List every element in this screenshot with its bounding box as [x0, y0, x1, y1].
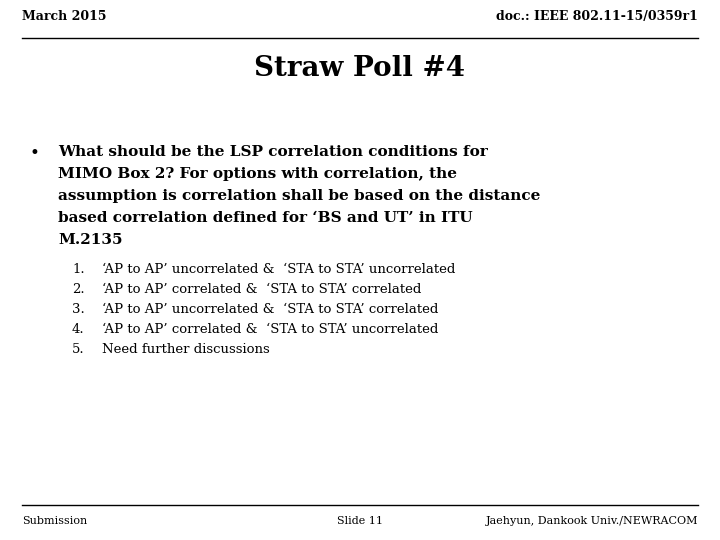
Text: •: • — [30, 145, 40, 162]
Text: based correlation defined for ‘BS and UT’ in ITU: based correlation defined for ‘BS and UT… — [58, 211, 472, 225]
Text: 3.: 3. — [72, 303, 85, 316]
Text: Submission: Submission — [22, 516, 87, 526]
Text: 2.: 2. — [72, 283, 85, 296]
Text: Straw Poll #4: Straw Poll #4 — [254, 55, 466, 82]
Text: ‘AP to AP’ uncorrelated &  ‘STA to STA’ uncorrelated: ‘AP to AP’ uncorrelated & ‘STA to STA’ u… — [102, 263, 455, 276]
Text: MIMO Box 2? For options with correlation, the: MIMO Box 2? For options with correlation… — [58, 167, 457, 181]
Text: What should be the LSP correlation conditions for: What should be the LSP correlation condi… — [58, 145, 487, 159]
Text: Slide 11: Slide 11 — [337, 516, 383, 526]
Text: 4.: 4. — [72, 323, 85, 336]
Text: ‘AP to AP’ correlated &  ‘STA to STA’ uncorrelated: ‘AP to AP’ correlated & ‘STA to STA’ unc… — [102, 323, 438, 336]
Text: 5.: 5. — [72, 343, 85, 356]
Text: Need further discussions: Need further discussions — [102, 343, 270, 356]
Text: assumption is correlation shall be based on the distance: assumption is correlation shall be based… — [58, 189, 541, 203]
Text: M.2135: M.2135 — [58, 233, 122, 247]
Text: ‘AP to AP’ uncorrelated &  ‘STA to STA’ correlated: ‘AP to AP’ uncorrelated & ‘STA to STA’ c… — [102, 303, 438, 316]
Text: Jaehyun, Dankook Univ./NEWRACOM: Jaehyun, Dankook Univ./NEWRACOM — [485, 516, 698, 526]
Text: ‘AP to AP’ correlated &  ‘STA to STA’ correlated: ‘AP to AP’ correlated & ‘STA to STA’ cor… — [102, 283, 421, 296]
Text: 1.: 1. — [72, 263, 85, 276]
Text: March 2015: March 2015 — [22, 10, 107, 23]
Text: doc.: IEEE 802.11-15/0359r1: doc.: IEEE 802.11-15/0359r1 — [496, 10, 698, 23]
